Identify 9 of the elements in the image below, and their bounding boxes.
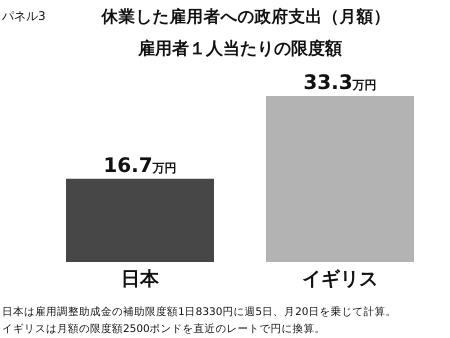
text: パネル3	[1, 9, 46, 23]
chart-title: 休業した雇用者への政府支出（月額）	[100, 7, 390, 26]
text: イギリスは月額の限度額2500ポンドを直近のレートで円に換算。	[2, 322, 326, 335]
text: 日本は雇用調整助成金の補助限度額1日8330円に週5日、月20日を乗じて計算。	[2, 305, 396, 318]
x-tick-label: イギリス	[302, 268, 378, 290]
data-label: 16.7万円	[103, 152, 177, 177]
x-tick-label: 日本	[121, 268, 160, 290]
chart-subtitle: 雇用者１人当たりの限度額	[137, 39, 342, 59]
data-label: 33.3万円	[303, 70, 377, 94]
